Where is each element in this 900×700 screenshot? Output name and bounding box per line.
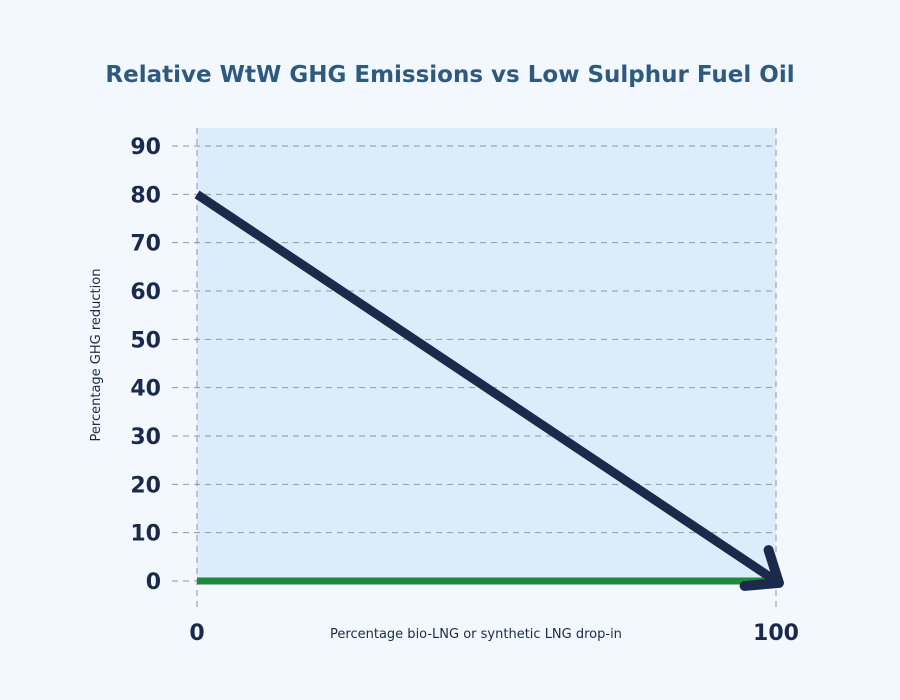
y-axis-label: Percentage GHG reduction — [89, 269, 104, 442]
x-tick-label: 100 — [753, 621, 799, 646]
y-tick-label: 10 — [130, 522, 161, 547]
plot-area — [197, 128, 776, 581]
chart-title: Relative WtW GHG Emissions vs Low Sulphu… — [105, 62, 794, 88]
series-0-arrow — [194, 190, 784, 591]
tick-labels: 0 10 20 30 40 50 60 70 80 90 0 100 — [130, 135, 799, 646]
y-tick-label: 20 — [130, 473, 161, 498]
y-tick-label: 80 — [130, 183, 161, 208]
y-tick-label: 60 — [130, 280, 161, 305]
grid-lines — [172, 128, 777, 612]
series-layer — [194, 190, 784, 591]
x-tick-label: 0 — [189, 621, 204, 646]
y-tick-label: 30 — [130, 425, 161, 450]
y-tick-label: 40 — [130, 377, 161, 402]
y-tick-label: 90 — [130, 135, 161, 160]
y-tick-label: 70 — [130, 232, 161, 257]
x-axis-label: Percentage bio-LNG or synthetic LNG drop… — [330, 627, 622, 642]
y-tick-label: 50 — [130, 328, 161, 353]
y-tick-label: 0 — [146, 570, 161, 595]
